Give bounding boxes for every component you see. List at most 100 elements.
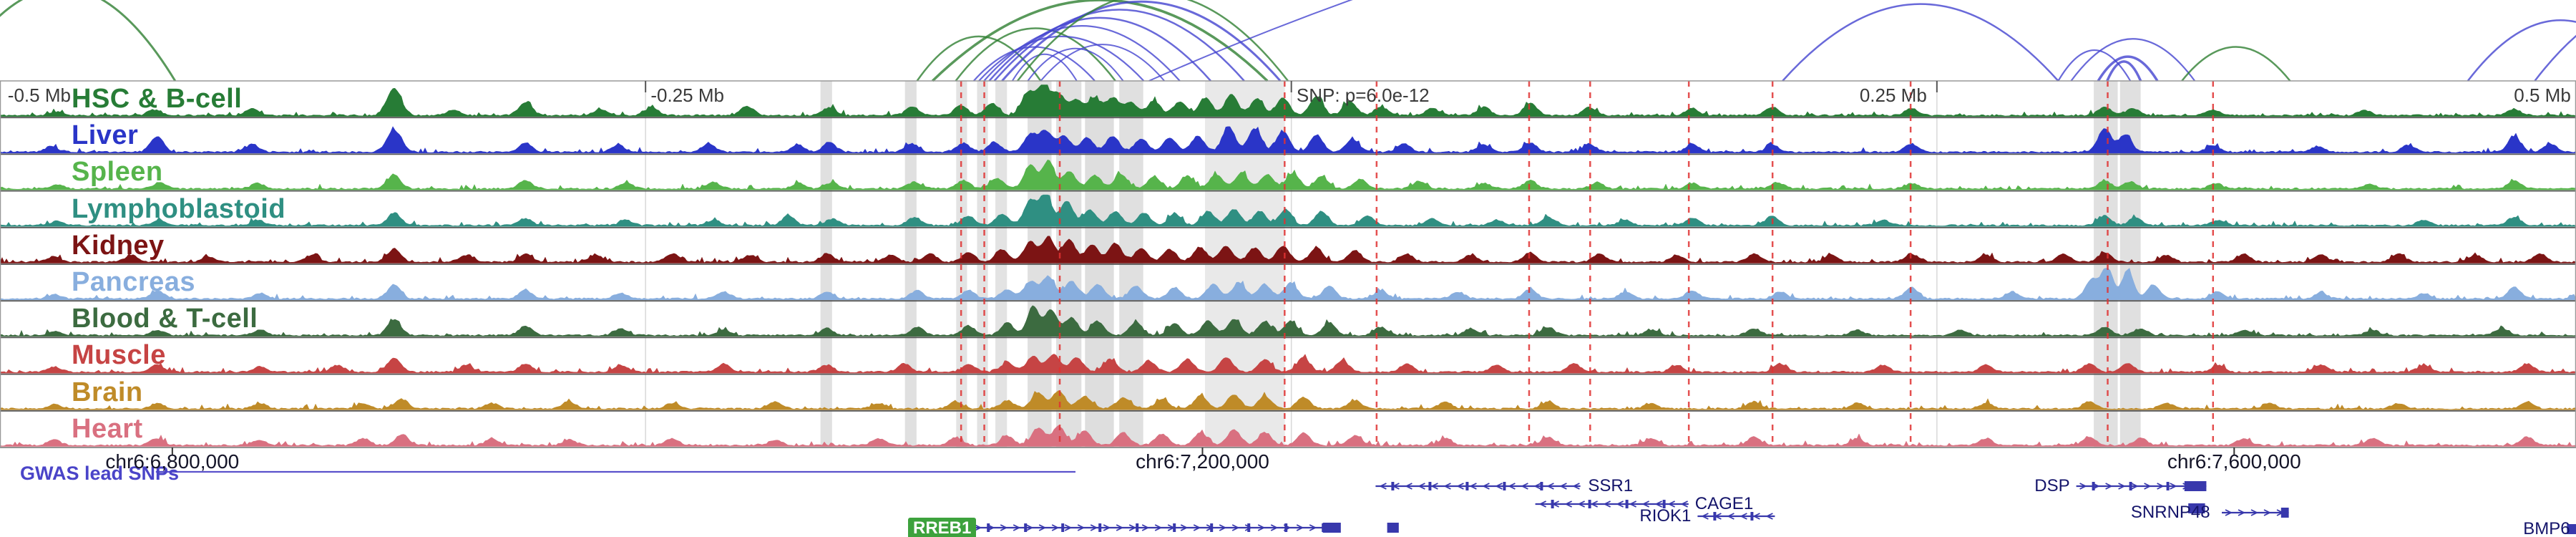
gene-exon-tick [1713,512,1717,521]
gene-label-snrnp48[interactable]: SNRNP48 [2130,503,2210,522]
strand-arrow-icon [1680,500,1689,508]
track-label-brain[interactable]: Brain [72,377,143,407]
signal-lymphoblastoid [0,194,2576,227]
strand-arrow-icon [1141,524,1150,531]
strand-arrow-icon [2157,483,2165,490]
gene-exon-tick [1136,523,1139,532]
strand-arrow-icon [2144,483,2152,490]
ruler-label-0-25-mb: -0.25 Mb [650,84,724,106]
strand-arrow-icon [1090,524,1098,531]
strand-arrow-icon [1038,524,1047,531]
gene-exon-tick [1210,523,1214,532]
strand-arrow-icon [1154,524,1163,531]
gene-exon-tick [1098,523,1102,532]
strand-arrow-icon [1219,524,1227,531]
strand-arrow-icon [1270,524,1279,531]
signal-blood-t-cell [0,305,2576,337]
strand-arrow-icon [974,524,982,531]
signal-hsc-b-cell [0,84,2576,117]
signal-heart [0,425,2576,447]
gene-label-rreb1[interactable]: RREB1 [908,518,977,537]
strand-arrow-icon [1443,483,1451,490]
gene-label-riok1[interactable]: RIOK1 [1639,506,1692,526]
strand-arrow-icon [1000,524,1008,531]
interaction-arc [2097,55,2159,82]
gene-exon-tick [1750,512,1754,521]
gene-exon-tick [1662,500,1666,508]
strand-arrow-icon [1231,524,1240,531]
gene-exon-tick [1173,523,1176,532]
gene-exon-box [2280,508,2289,518]
strand-arrow-icon [1103,524,1111,531]
gene-label-dsp[interactable]: DSP [2034,476,2070,495]
strand-arrow-icon [1590,500,1599,508]
track-label-spleen[interactable]: Spleen [72,157,163,188]
strand-arrow-icon [1564,500,1573,508]
strand-arrow-icon [1309,524,1317,531]
strand-arrow-icon [1013,524,1021,531]
strand-arrow-icon [1116,524,1124,531]
interaction-arc [1027,47,1124,82]
gene-exon-tick [1588,500,1591,508]
gene-exon-tick [1503,482,1506,490]
strand-arrow-icon [1296,524,1304,531]
gene-label-ssr1[interactable]: SSR1 [1588,476,1634,495]
gene-exon-tick [1061,523,1065,532]
strand-arrow-icon [1654,500,1663,508]
strand-arrow-icon [1180,524,1189,531]
interaction-arc [916,35,1042,82]
interaction-arc [983,25,1181,82]
signal-pancreas [0,268,2576,300]
strand-arrow-icon [1667,500,1676,508]
track-label-liver[interactable]: Liver [72,120,139,151]
strand-arrow-icon [1456,483,1464,490]
strand-arrow-icon [1379,483,1387,490]
interaction-arc [2467,19,2576,82]
ruler-label-0-5-mb: -0.5 Mb [7,84,71,106]
strand-arrow-icon [2170,483,2177,490]
strand-arrow-icon [1727,513,1735,520]
coordinate-label-2: chr6:7,200,000 [1136,450,1269,473]
gene-label-bmp6[interactable]: BMP6 [2523,519,2570,537]
strand-arrow-icon [2263,509,2272,516]
strand-arrow-icon [1193,524,1201,531]
gene-exon-box [1322,523,1341,533]
strand-arrow-icon [1051,524,1060,531]
strand-arrow-icon [1546,483,1554,490]
interaction-arc [2070,38,2196,82]
strand-arrow-icon [2105,483,2113,490]
strand-arrow-icon [2238,509,2246,516]
coordinate-label-3: chr6:7,600,000 [2167,450,2301,473]
track-label-blood-t-cell[interactable]: Blood & T-cell [72,304,258,334]
track-label-heart[interactable]: Heart [72,413,143,444]
interaction-arc [972,46,1096,82]
strand-arrow-icon [2118,483,2126,490]
track-label-pancreas[interactable]: Pancreas [72,267,196,297]
track-label-muscle[interactable]: Muscle [72,340,166,371]
strand-arrow-icon [1577,500,1586,508]
gene-exon-tick [1391,482,1395,490]
gene-label-cage1[interactable]: CAGE1 [1694,494,1754,513]
gene-exon-tick [2166,482,2170,490]
gene-exon-tick [2092,482,2095,490]
strand-arrow-icon [1559,483,1567,490]
interaction-arc [988,16,1211,82]
strand-arrow-icon [1418,483,1425,490]
interaction-arc [1017,0,1289,82]
track-label-lymphoblastoid[interactable]: Lymphoblastoid [72,193,286,224]
strand-arrow-icon [1469,483,1477,490]
signal-brain [0,390,2576,410]
interaction-arc [2181,46,2291,82]
strand-arrow-icon [1430,483,1438,490]
strand-arrow-icon [1629,500,1637,508]
track-label-hsc-b-cell[interactable]: HSC & B-cell [72,84,243,114]
strand-arrow-icon [2079,483,2087,490]
gene-exon-tick [1024,523,1028,532]
gene-exon-box [2567,524,2576,534]
interaction-arc [955,27,1116,82]
track-label-kidney[interactable]: Kidney [72,230,165,261]
strand-arrow-icon [1405,483,1413,490]
